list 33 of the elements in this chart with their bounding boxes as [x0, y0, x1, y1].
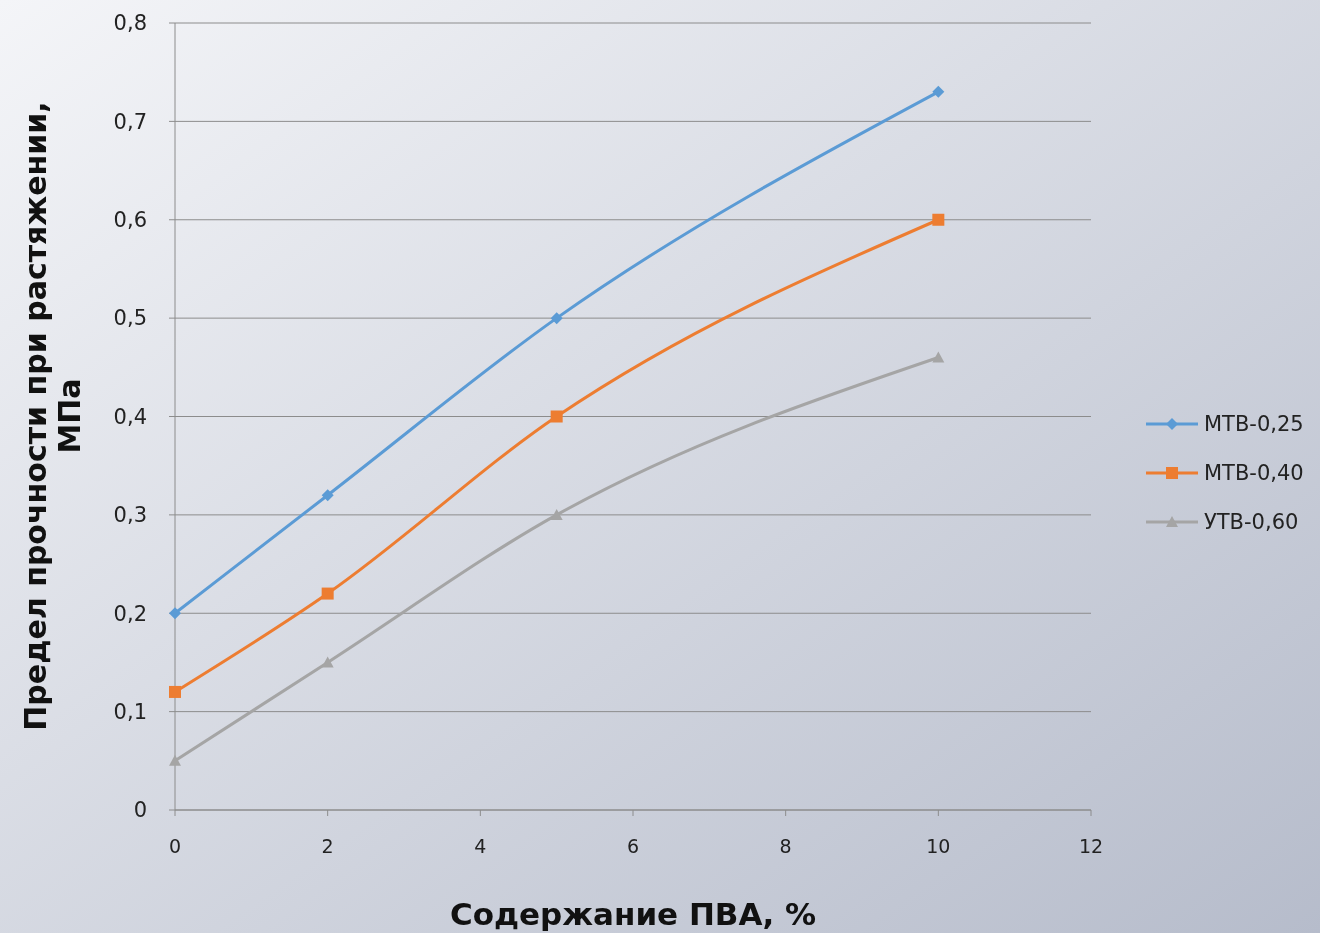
y-tick-label: 0,1	[113, 699, 147, 724]
x-tick-label: 6	[626, 835, 640, 857]
x-axis-title: Содержание ПВА, %	[449, 896, 817, 932]
point	[169, 685, 181, 698]
point	[169, 607, 181, 620]
point	[932, 213, 945, 226]
y-tick-label: 0	[133, 798, 147, 823]
y-tick-label: 0,8	[113, 11, 147, 36]
y-tick-label: 0,4	[113, 404, 147, 429]
point	[169, 754, 181, 766]
x-tick-label: 4	[474, 835, 487, 857]
y-axis-title: Предел прочности при растяжении, МПа	[17, 101, 87, 731]
x-tick-label: 0	[168, 835, 182, 857]
legend-label: МТВ-0,40	[1204, 461, 1304, 486]
legend-label: МТВ-0,25	[1204, 412, 1304, 437]
x-tick-label: 10	[926, 835, 951, 857]
point	[321, 656, 334, 668]
y-tick-label: 0,5	[113, 306, 147, 331]
y-tick-label: 0,3	[113, 503, 147, 528]
legend-label: УТВ-0,60	[1204, 510, 1299, 535]
y-tick-label: 0,7	[113, 109, 147, 134]
point	[550, 410, 563, 423]
point	[550, 312, 563, 325]
point	[550, 508, 563, 520]
y-tick-label: 0,2	[113, 601, 147, 626]
point	[321, 587, 334, 600]
y-tick-label: 0,6	[113, 208, 147, 233]
point	[321, 489, 334, 502]
x-tick-label: 2	[321, 835, 334, 857]
point	[932, 85, 945, 98]
point	[932, 351, 945, 363]
x-tick-label: 8	[779, 835, 792, 857]
x-tick-label: 12	[1078, 835, 1104, 857]
